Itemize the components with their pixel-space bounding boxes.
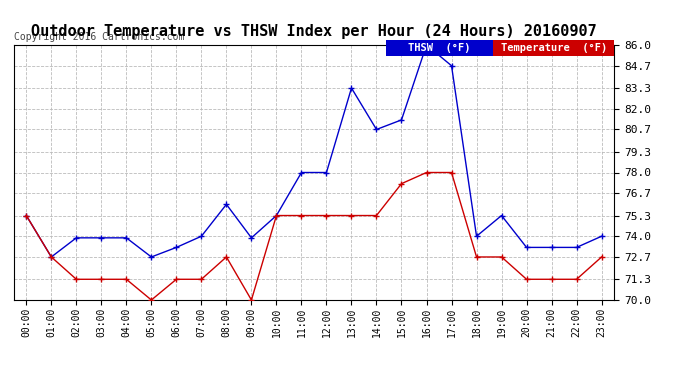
- Text: Copyright 2016 Cartronics.com: Copyright 2016 Cartronics.com: [14, 32, 184, 42]
- Title: Outdoor Temperature vs THSW Index per Hour (24 Hours) 20160907: Outdoor Temperature vs THSW Index per Ho…: [31, 24, 597, 39]
